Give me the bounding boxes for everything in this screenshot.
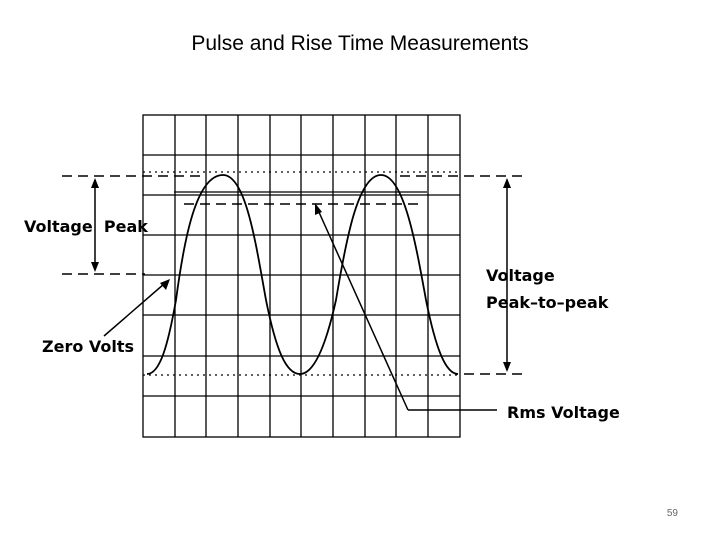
- slide-title: Pulse and Rise Time Measurements: [191, 32, 529, 55]
- voltage-peak-arrow: [91, 178, 99, 272]
- peak-to-peak-label-line2: Peak–to–peak: [486, 293, 609, 312]
- sine-waveform: [146, 174, 459, 375]
- voltage-peak-label: Voltage Peak: [24, 217, 148, 236]
- page-number: 59: [666, 508, 678, 519]
- reference-dashed-lines: [62, 175, 522, 375]
- zero-volts-label: Zero Volts: [42, 337, 134, 356]
- graticule-grid: [142, 114, 461, 438]
- peak-to-peak-arrow: [503, 178, 511, 372]
- peak-to-peak-label-line1: Voltage: [486, 266, 555, 285]
- zero-volts-arrow: [103, 279, 170, 337]
- rms-voltage-label: Rms Voltage: [507, 403, 620, 422]
- rms-voltage-arrow: [315, 203, 497, 411]
